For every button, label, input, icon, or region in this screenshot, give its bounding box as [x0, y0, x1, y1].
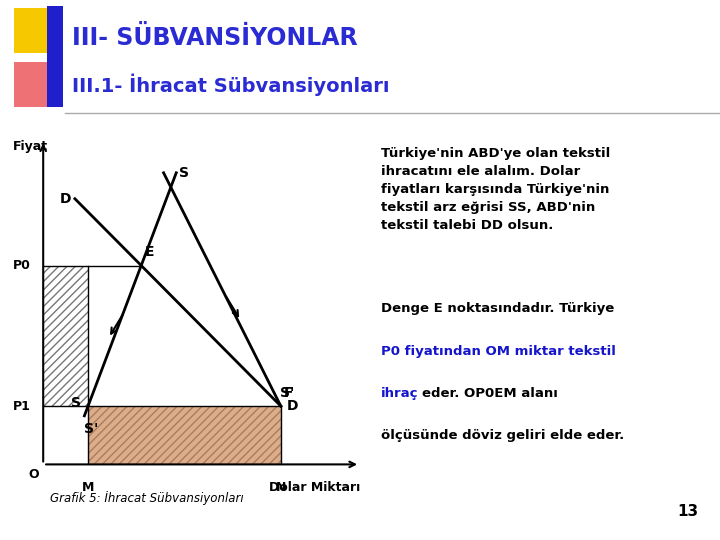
Polygon shape	[43, 266, 88, 406]
Text: M: M	[82, 481, 94, 494]
Polygon shape	[88, 406, 281, 464]
Text: Türkiye'nin ABD'ye olan tekstil
ihracatını ele alalım. Dolar
fiyatları karşısınd: Türkiye'nin ABD'ye olan tekstil ihracatı…	[381, 147, 611, 232]
Text: eder. OP0EM alanı: eder. OP0EM alanı	[422, 387, 558, 400]
Text: E: E	[145, 245, 154, 259]
Bar	[47, 6, 63, 107]
Text: S: S	[179, 166, 189, 180]
Text: 13: 13	[678, 504, 698, 519]
Text: S: S	[71, 396, 81, 410]
Bar	[14, 62, 54, 107]
Text: S': S'	[280, 386, 294, 400]
Bar	[14, 8, 54, 53]
Text: D: D	[60, 192, 72, 206]
Text: P0 fiyatından OM miktar tekstil: P0 fiyatından OM miktar tekstil	[381, 345, 616, 357]
Text: III- SÜBVANSİYONLAR: III- SÜBVANSİYONLAR	[72, 26, 358, 50]
Text: Grafik 5: İhracat Sübvansiyonları: Grafik 5: İhracat Sübvansiyonları	[50, 491, 244, 505]
Text: ihraç: ihraç	[381, 387, 418, 400]
Text: P0: P0	[13, 259, 30, 272]
Text: N: N	[276, 481, 286, 494]
Text: Fiyat: Fiyat	[13, 140, 48, 153]
Text: Denge E noktasındadır. Türkiye: Denge E noktasındadır. Türkiye	[381, 302, 614, 315]
Text: III.1- İhracat Sübvansiyonları: III.1- İhracat Sübvansiyonları	[72, 73, 390, 96]
Text: ölçüsünde döviz geliri elde eder.: ölçüsünde döviz geliri elde eder.	[381, 429, 624, 442]
Text: P1: P1	[13, 400, 30, 413]
Text: S': S'	[84, 422, 98, 436]
Text: O: O	[28, 468, 39, 481]
Text: D: D	[287, 399, 299, 413]
Text: Dolar Miktarı: Dolar Miktarı	[269, 481, 360, 494]
Text: F: F	[284, 386, 294, 400]
